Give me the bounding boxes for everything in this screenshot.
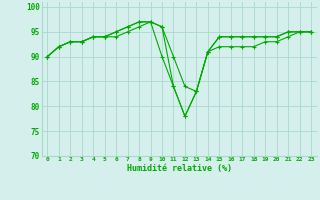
X-axis label: Humidité relative (%): Humidité relative (%) xyxy=(127,164,232,173)
